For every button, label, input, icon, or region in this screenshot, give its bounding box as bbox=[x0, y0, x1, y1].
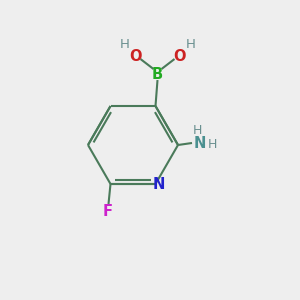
Text: N: N bbox=[152, 178, 165, 193]
Text: O: O bbox=[173, 49, 186, 64]
Text: H: H bbox=[192, 124, 202, 137]
Text: B: B bbox=[152, 67, 163, 82]
Text: F: F bbox=[103, 205, 112, 220]
Text: N: N bbox=[194, 136, 206, 151]
Text: H: H bbox=[186, 38, 195, 50]
Text: O: O bbox=[129, 49, 142, 64]
Text: H: H bbox=[120, 38, 129, 50]
Text: H: H bbox=[207, 139, 217, 152]
